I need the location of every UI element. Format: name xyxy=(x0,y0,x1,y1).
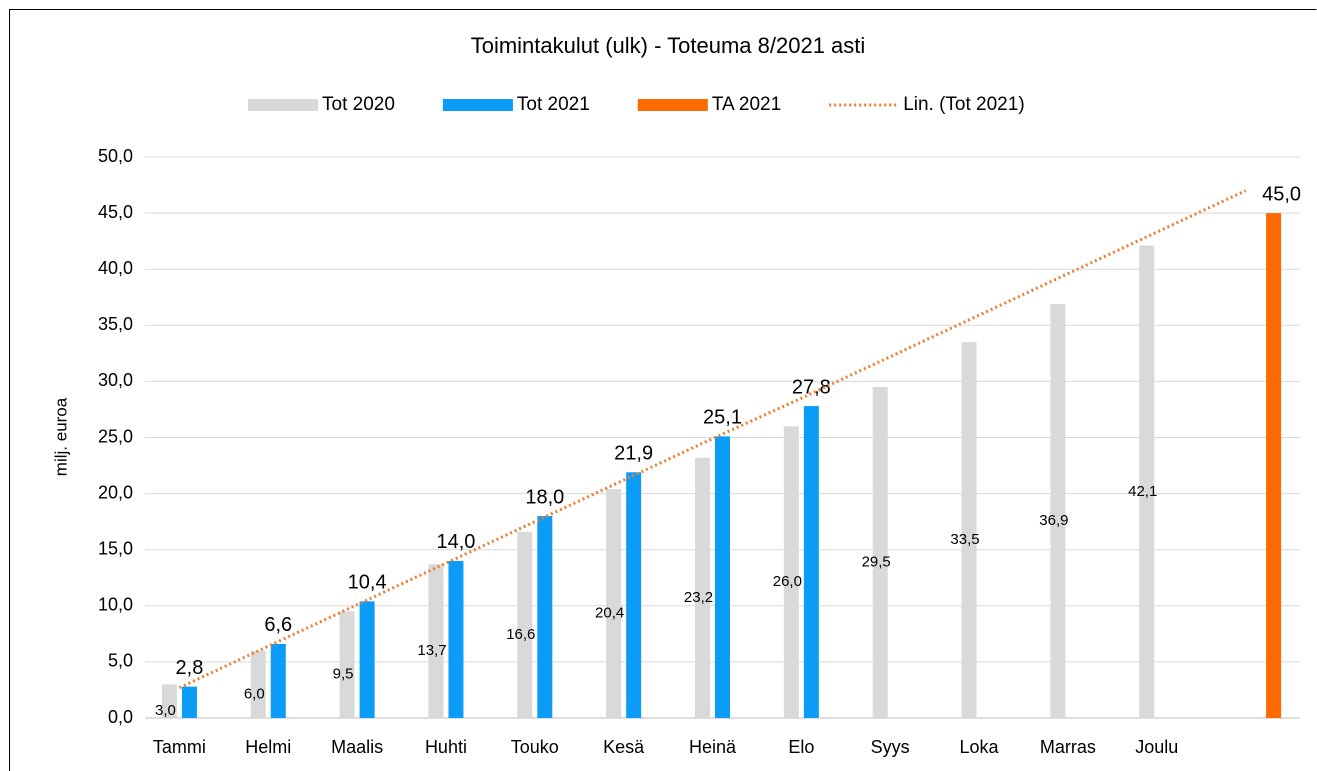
data-label: 14,0 xyxy=(436,531,475,553)
data-label: 20,4 xyxy=(595,605,624,622)
legend-swatch xyxy=(248,99,318,111)
data-label: 3,0 xyxy=(155,702,176,719)
bar xyxy=(715,436,730,718)
y-tick-label: 0,0 xyxy=(108,707,133,727)
data-label: 36,9 xyxy=(1039,512,1068,529)
legend-swatch xyxy=(442,99,513,111)
trend-line xyxy=(178,189,1247,690)
data-label: 29,5 xyxy=(862,553,891,570)
y-tick-label: 15,0 xyxy=(98,538,133,558)
bar xyxy=(872,387,888,718)
legend-label: TA 2021 xyxy=(712,94,781,115)
y-tick-label: 5,0 xyxy=(108,651,133,671)
data-label: 2,8 xyxy=(176,657,204,679)
x-tick-label: Huhti xyxy=(425,737,467,757)
y-tick-label: 30,0 xyxy=(98,370,133,390)
x-tick-label: Heinä xyxy=(689,737,737,757)
y-tick-label: 40,0 xyxy=(98,258,133,278)
bar xyxy=(161,684,177,718)
y-axis-label: milj. euroa xyxy=(51,397,70,476)
bar xyxy=(181,686,197,718)
data-label: 26,0 xyxy=(773,573,802,590)
data-label: 27,8 xyxy=(792,376,831,398)
bar xyxy=(339,611,355,718)
bar xyxy=(1266,213,1282,718)
data-label: 25,1 xyxy=(703,407,742,429)
data-label: 9,5 xyxy=(333,666,354,683)
data-label: 13,7 xyxy=(417,642,446,659)
bar xyxy=(537,516,553,718)
legend-swatch xyxy=(637,99,708,111)
bar xyxy=(270,643,286,718)
y-tick-label: 10,0 xyxy=(98,595,133,615)
x-tick-label: Kesä xyxy=(603,737,645,757)
bar xyxy=(448,560,464,718)
data-label: 6,6 xyxy=(264,614,292,636)
x-tick-label: Joulu xyxy=(1135,737,1178,757)
bar xyxy=(803,406,819,718)
x-tick-label: Loka xyxy=(960,737,1000,757)
bar xyxy=(626,472,642,718)
bar xyxy=(1139,245,1155,718)
data-label: 10,4 xyxy=(348,572,387,594)
y-tick-label: 25,0 xyxy=(98,426,133,446)
data-label: 6,0 xyxy=(244,685,265,702)
bar xyxy=(783,426,799,718)
bar xyxy=(359,601,375,718)
bar xyxy=(961,342,977,718)
bar xyxy=(695,457,710,718)
data-label: 45,0 xyxy=(1262,183,1301,205)
bar xyxy=(250,650,266,718)
x-tick-label: Marras xyxy=(1040,737,1096,757)
x-tick-label: Elo xyxy=(788,737,814,757)
legend-label: Tot 2021 xyxy=(517,94,590,115)
x-tick-label: Maalis xyxy=(331,737,383,757)
data-label: 23,2 xyxy=(684,589,713,606)
chart-title: Toimintakulut (ulk) - Toteuma 8/2021 ast… xyxy=(471,33,866,58)
y-tick-label: 35,0 xyxy=(98,314,133,334)
bar xyxy=(517,531,533,718)
chart-border xyxy=(9,9,1317,771)
y-tick-label: 20,0 xyxy=(98,482,133,502)
bar xyxy=(606,489,622,718)
data-label: 18,0 xyxy=(525,486,564,508)
bar xyxy=(1050,303,1066,718)
legend-label: Tot 2020 xyxy=(322,94,395,115)
y-tick-label: 50,0 xyxy=(98,146,133,166)
data-label: 16,6 xyxy=(506,626,535,643)
bar xyxy=(428,564,444,718)
x-tick-label: Tammi xyxy=(153,737,206,757)
x-tick-label: Syys xyxy=(871,737,910,757)
legend-label: Lin. (Tot 2021) xyxy=(903,94,1024,115)
x-tick-label: Touko xyxy=(511,737,559,757)
x-tick-label: Helmi xyxy=(245,737,291,757)
data-label: 33,5 xyxy=(950,531,979,548)
data-label: 21,9 xyxy=(614,443,653,465)
y-tick-label: 45,0 xyxy=(98,202,133,222)
data-label: 42,1 xyxy=(1128,483,1157,500)
